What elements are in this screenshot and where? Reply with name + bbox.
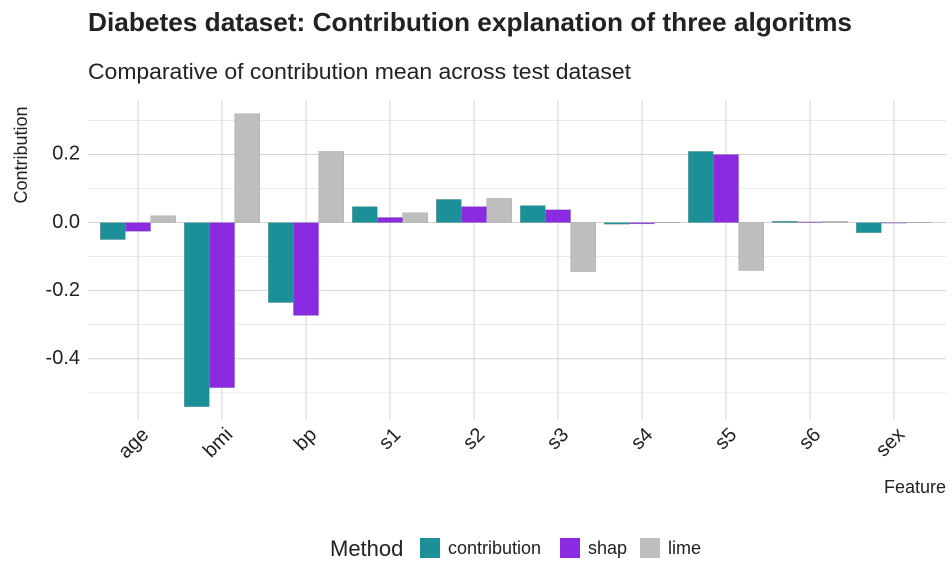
- chart-title: Diabetes dataset: Contribution explanati…: [88, 7, 852, 37]
- bar: [352, 206, 378, 223]
- y-axis-label: Contribution: [11, 106, 31, 203]
- y-tick-label: -0.2: [46, 279, 80, 301]
- bar: [520, 205, 546, 223]
- chart-subtitle: Comparative of contribution mean across …: [88, 59, 631, 84]
- bar: [150, 215, 176, 223]
- bar: [268, 222, 294, 303]
- bar: [436, 199, 462, 223]
- bar: [856, 222, 882, 233]
- legend-label: contribution: [448, 538, 541, 558]
- bar: [293, 222, 319, 316]
- bar: [125, 222, 151, 232]
- x-tick-label: age: [114, 424, 153, 463]
- legend-title: Method: [330, 536, 403, 561]
- bar: [570, 222, 596, 272]
- bar: [486, 198, 512, 223]
- bar: [772, 221, 798, 223]
- bar: [604, 222, 630, 225]
- legend-label: shap: [588, 538, 627, 558]
- x-tick-label: s1: [375, 424, 405, 454]
- y-tick-label: -0.4: [46, 347, 80, 369]
- bar: [797, 221, 823, 223]
- bar: [209, 222, 235, 388]
- legend-swatch: [640, 538, 660, 558]
- bar: [713, 154, 739, 223]
- y-tick-label: 0.0: [52, 211, 80, 233]
- bar: [822, 221, 848, 223]
- bar: [881, 222, 907, 224]
- x-tick-label: s6: [795, 424, 825, 454]
- x-tick-label: s4: [627, 424, 657, 454]
- x-tick-label: s2: [459, 424, 489, 454]
- y-tick-label: 0.2: [52, 143, 80, 165]
- bar: [461, 206, 487, 223]
- x-axis-label: Feature: [884, 477, 946, 497]
- x-tick-label: s5: [711, 424, 741, 454]
- legend-label: lime: [668, 538, 701, 558]
- bar: [545, 209, 571, 223]
- bar: [184, 222, 210, 407]
- bar: [234, 113, 260, 223]
- x-tick-label: bmi: [199, 424, 237, 462]
- bar: [318, 151, 344, 223]
- bar: [688, 151, 714, 223]
- x-tick-label: s3: [543, 424, 573, 454]
- x-tick-label: sex: [872, 424, 910, 462]
- legend-swatch: [560, 538, 580, 558]
- legend-swatch: [420, 538, 440, 558]
- x-tick-label: bp: [290, 424, 321, 455]
- bar: [629, 222, 655, 225]
- bar: [402, 212, 428, 223]
- bar: [654, 222, 680, 223]
- bar: [377, 217, 403, 223]
- bar: [738, 222, 764, 271]
- bar: [906, 222, 932, 223]
- bar: [100, 222, 126, 240]
